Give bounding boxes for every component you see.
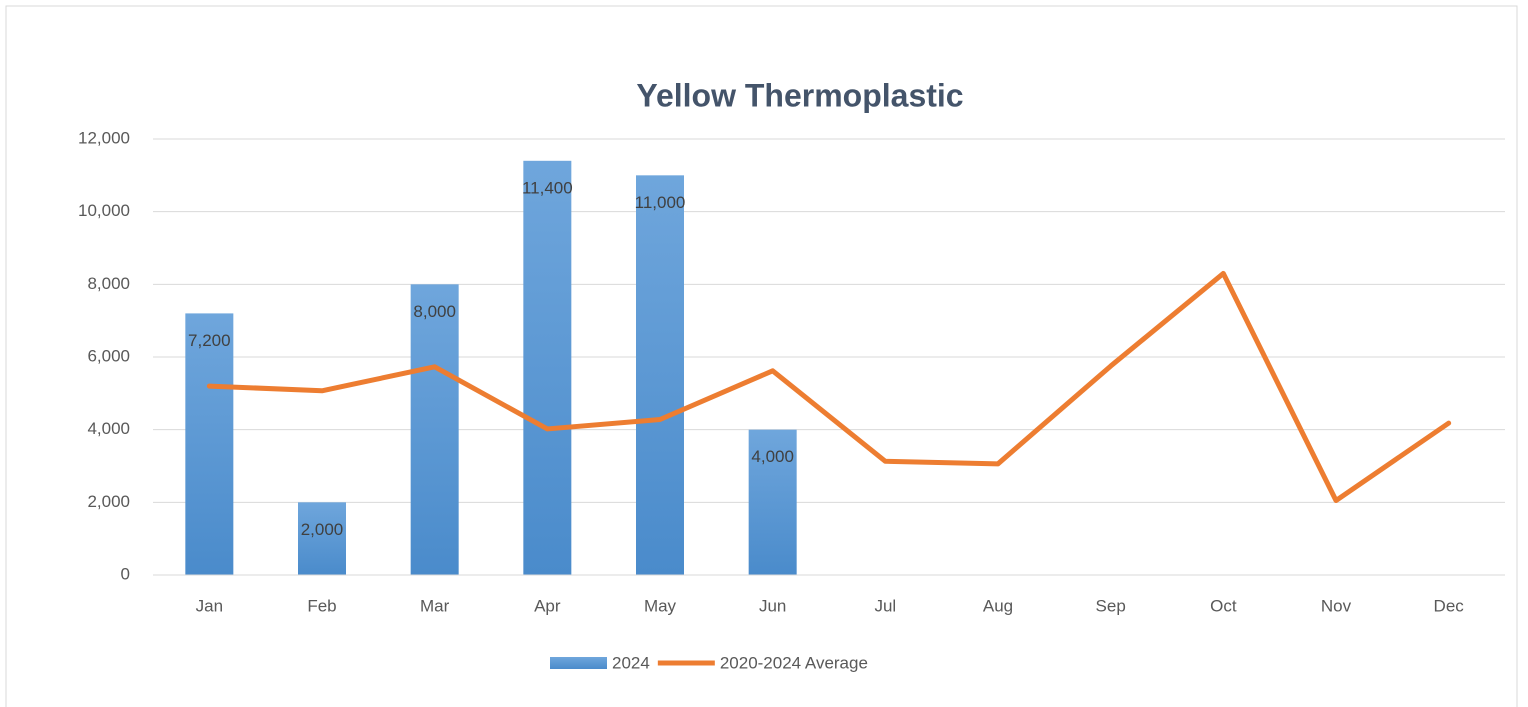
y-tick-label: 2,000 bbox=[87, 492, 130, 511]
bar bbox=[636, 175, 684, 576]
y-tick-label: 10,000 bbox=[78, 201, 130, 220]
x-tick-label: Aug bbox=[983, 596, 1013, 615]
x-tick-label: Jun bbox=[759, 596, 786, 615]
x-tick-label: Jan bbox=[196, 596, 223, 615]
y-tick-label: 0 bbox=[121, 564, 130, 583]
data-label: 11,400 bbox=[522, 178, 573, 197]
y-tick-label: 8,000 bbox=[87, 274, 130, 293]
line bbox=[206, 270, 1452, 504]
chart-border bbox=[5, 5, 1518, 707]
x-tick-label: Sep bbox=[1096, 596, 1126, 615]
x-tick-label: Feb bbox=[307, 596, 336, 615]
y-tick-label: 4,000 bbox=[87, 419, 130, 438]
x-tick-label: Mar bbox=[420, 596, 450, 615]
data-label: 8,000 bbox=[413, 302, 456, 321]
x-tick-label: Dec bbox=[1434, 596, 1465, 615]
data-label: 4,000 bbox=[751, 447, 794, 466]
x-tick-label: Apr bbox=[534, 596, 561, 615]
y-tick-label: 6,000 bbox=[87, 346, 130, 365]
data-label: 11,000 bbox=[635, 193, 686, 212]
x-tick-label: Oct bbox=[1210, 596, 1237, 615]
bar bbox=[298, 502, 346, 575]
data-label: 7,200 bbox=[188, 331, 231, 350]
legend-label: 2020-2024 Average bbox=[720, 653, 868, 672]
legend-swatch bbox=[550, 657, 607, 669]
bar bbox=[523, 160, 572, 576]
bar bbox=[748, 429, 797, 575]
chart-title: Yellow Thermoplastic bbox=[636, 77, 963, 113]
x-tick-label: May bbox=[644, 596, 677, 615]
x-tick-label: Nov bbox=[1321, 596, 1352, 615]
y-tick-label: 12,000 bbox=[78, 128, 130, 147]
legend-label: 2024 bbox=[612, 653, 650, 672]
bar bbox=[185, 313, 234, 575]
bar bbox=[410, 284, 459, 575]
data-label: 2,000 bbox=[301, 520, 344, 539]
x-tick-label: Jul bbox=[874, 596, 896, 615]
